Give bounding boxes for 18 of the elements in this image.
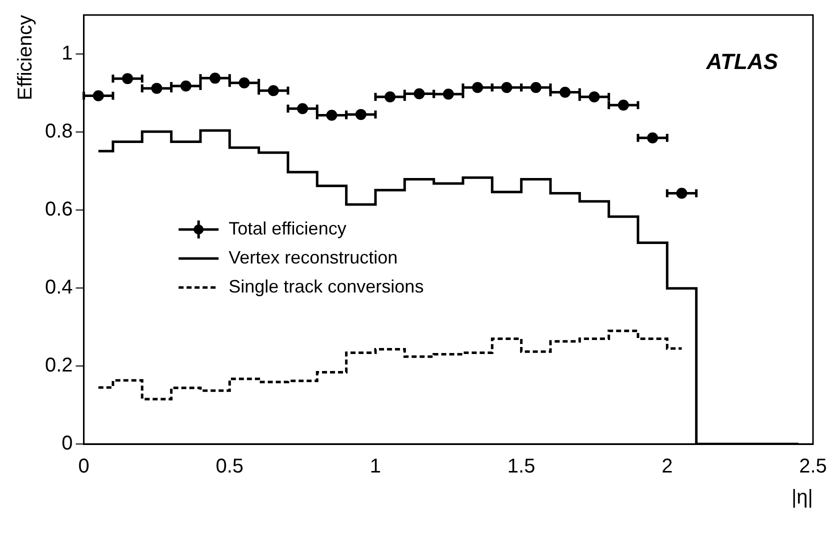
y-tick-label: 1 — [62, 42, 73, 65]
y-tick-label: 0.6 — [44, 198, 73, 221]
x-tick-label: 2 — [662, 456, 673, 478]
legend-label: Total efficiency — [228, 218, 346, 238]
x-axis-title: |η| — [791, 486, 813, 509]
y-tick-label: 0.8 — [44, 120, 73, 143]
x-tick-label: 1 — [370, 456, 382, 478]
y-tick-label: 0.4 — [44, 276, 73, 299]
x-tick-label: 1.5 — [507, 456, 536, 478]
legend-label: Vertex reconstruction — [228, 247, 398, 268]
x-tick-label: 2.5 — [799, 456, 827, 478]
legend-label: Single track conversions — [228, 276, 424, 296]
x-tick-label: 0 — [78, 456, 90, 478]
x-tick-label: 0.5 — [216, 456, 244, 478]
y-tick-label: 0.2 — [44, 354, 73, 377]
y-axis-title: Efficiency — [14, 15, 37, 100]
annotation: ATLAS — [705, 49, 778, 74]
y-tick-label: 0 — [62, 432, 73, 455]
